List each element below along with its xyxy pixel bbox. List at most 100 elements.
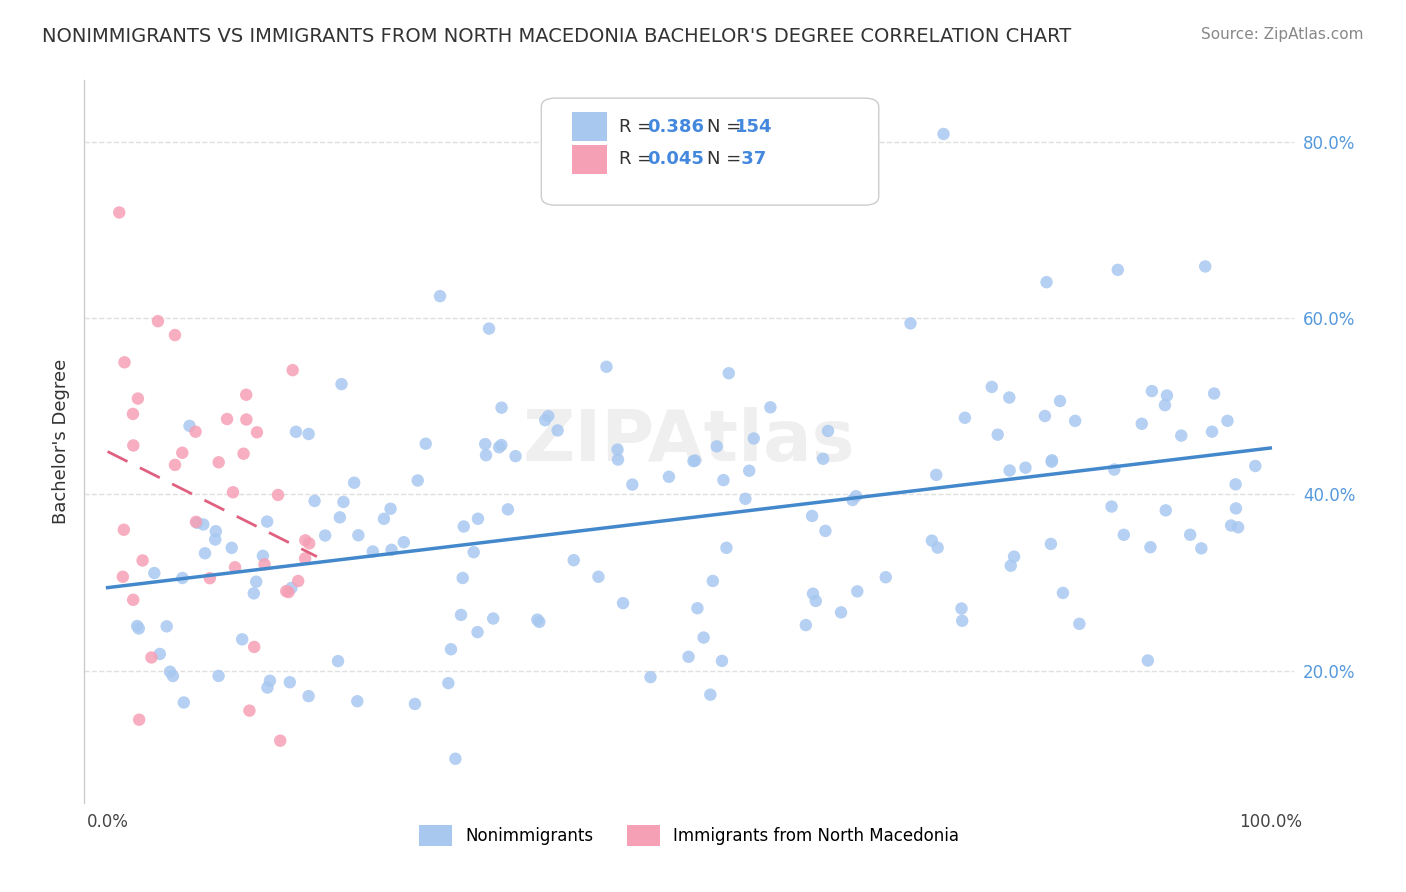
- Point: [159, 665, 181, 679]
- Point: [1014, 460, 1036, 475]
- Point: [222, 485, 245, 500]
- Point: [738, 464, 761, 478]
- Point: [1156, 388, 1178, 402]
- Point: [453, 519, 475, 533]
- Point: [235, 412, 257, 426]
- Point: [437, 676, 460, 690]
- Text: N =: N =: [707, 150, 747, 168]
- Point: [1216, 414, 1239, 428]
- Point: [1136, 653, 1159, 667]
- Point: [179, 418, 201, 433]
- Point: [537, 409, 560, 423]
- Point: [482, 611, 505, 625]
- Point: [231, 632, 253, 647]
- Point: [269, 733, 291, 747]
- Point: [932, 127, 955, 141]
- Point: [440, 642, 463, 657]
- Point: [243, 640, 266, 654]
- Point: [207, 669, 229, 683]
- Point: [314, 528, 336, 542]
- Point: [162, 669, 184, 683]
- Point: [253, 558, 276, 572]
- Point: [1000, 558, 1022, 573]
- Point: [925, 467, 948, 482]
- Point: [921, 533, 943, 548]
- Point: [235, 388, 257, 402]
- Point: [217, 412, 239, 426]
- Point: [1002, 549, 1025, 564]
- Point: [488, 440, 510, 454]
- Point: [451, 571, 474, 585]
- Point: [243, 586, 266, 600]
- Point: [141, 650, 163, 665]
- Point: [742, 432, 765, 446]
- Point: [759, 401, 782, 415]
- Text: 0.045: 0.045: [647, 150, 703, 168]
- Point: [304, 494, 326, 508]
- Point: [496, 502, 519, 516]
- Point: [678, 649, 700, 664]
- Point: [950, 601, 973, 615]
- Point: [475, 448, 498, 462]
- Point: [1170, 428, 1192, 442]
- Point: [491, 438, 513, 452]
- Point: [1225, 501, 1247, 516]
- Point: [716, 541, 738, 555]
- Point: [173, 696, 195, 710]
- Point: [491, 401, 513, 415]
- Text: Source: ZipAtlas.com: Source: ZipAtlas.com: [1201, 27, 1364, 42]
- Point: [108, 205, 131, 219]
- Point: [193, 517, 215, 532]
- Point: [595, 359, 617, 374]
- Text: N =: N =: [707, 118, 747, 136]
- Point: [373, 512, 395, 526]
- Point: [1052, 586, 1074, 600]
- Point: [801, 587, 824, 601]
- Point: [845, 489, 868, 503]
- Text: 37: 37: [735, 150, 766, 168]
- Point: [256, 681, 278, 695]
- Point: [198, 571, 221, 585]
- Point: [114, 355, 136, 369]
- Point: [184, 425, 207, 439]
- Point: [245, 574, 267, 589]
- Point: [1101, 500, 1123, 514]
- Point: [127, 619, 149, 633]
- Point: [1107, 263, 1129, 277]
- Point: [1220, 518, 1243, 533]
- Point: [621, 477, 644, 491]
- Point: [606, 442, 628, 457]
- Point: [415, 436, 437, 450]
- Point: [1035, 275, 1057, 289]
- Point: [287, 574, 309, 588]
- Point: [702, 574, 724, 588]
- Point: [1194, 260, 1216, 274]
- Point: [1039, 537, 1062, 551]
- Point: [804, 594, 827, 608]
- Point: [1064, 414, 1087, 428]
- Point: [841, 493, 863, 508]
- Point: [346, 694, 368, 708]
- Point: [1154, 503, 1177, 517]
- Point: [1040, 455, 1063, 469]
- Point: [526, 613, 548, 627]
- Point: [534, 413, 557, 427]
- Point: [529, 615, 551, 629]
- Point: [122, 438, 145, 452]
- Point: [278, 675, 301, 690]
- Point: [224, 560, 246, 574]
- Point: [163, 458, 186, 472]
- Point: [284, 425, 307, 439]
- Point: [1201, 425, 1223, 439]
- Point: [562, 553, 585, 567]
- Point: [256, 515, 278, 529]
- Point: [683, 453, 706, 467]
- Legend: Nonimmigrants, Immigrants from North Macedonia: Nonimmigrants, Immigrants from North Mac…: [412, 819, 966, 852]
- Point: [1139, 540, 1161, 554]
- Point: [1154, 398, 1177, 412]
- Point: [326, 654, 349, 668]
- Point: [172, 571, 194, 585]
- Point: [392, 535, 415, 549]
- Point: [692, 631, 714, 645]
- Point: [347, 528, 370, 542]
